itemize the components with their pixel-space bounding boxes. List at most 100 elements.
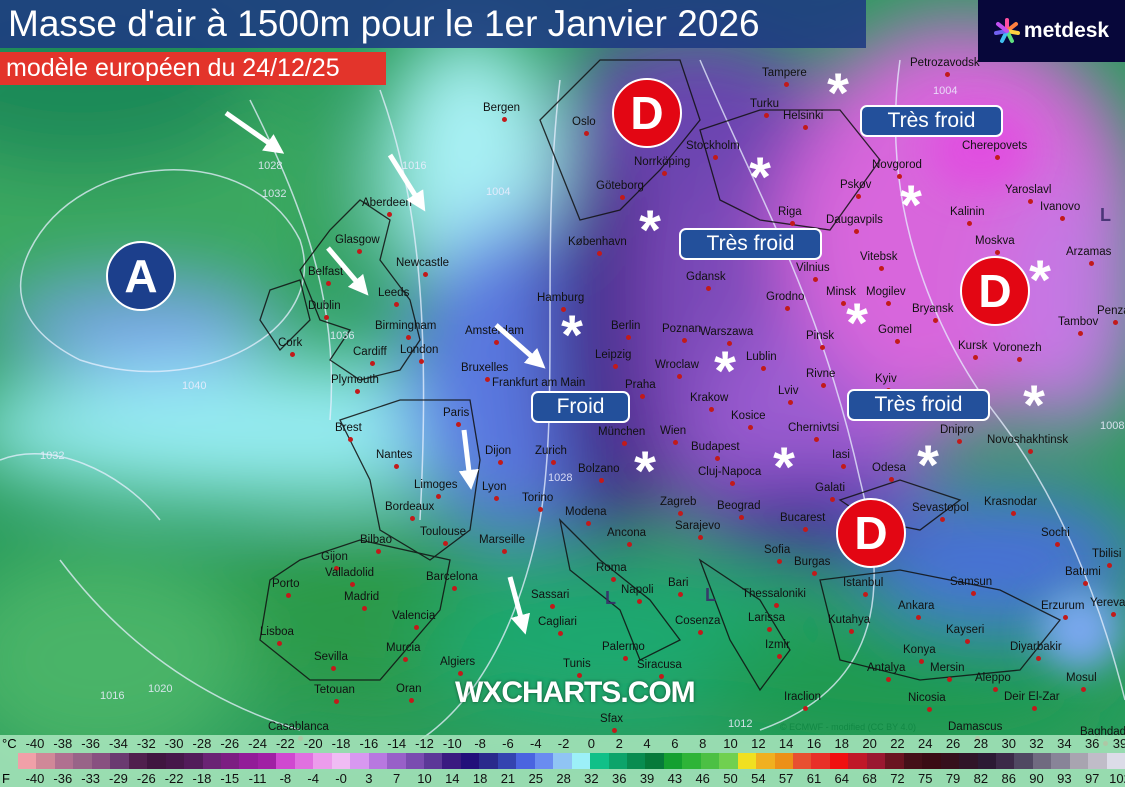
city-label: Pinsk: [806, 330, 835, 350]
legend-tick: 24: [918, 736, 933, 751]
city-label: Birmingham: [375, 320, 437, 340]
isobar-label: 1028: [258, 160, 283, 172]
legend-tick: -18: [331, 736, 351, 751]
legend-tick: -24: [248, 736, 267, 751]
legend-swatch: [147, 753, 166, 769]
city-label: Toulouse: [420, 526, 467, 546]
legend-tick: 28: [973, 736, 989, 751]
snowflake-icon: *: [714, 339, 736, 402]
legend-tick: 75: [918, 771, 933, 786]
city-label: Sevastopol: [912, 502, 969, 522]
city-label: Kosice: [731, 410, 766, 430]
isobar-label: 1012: [728, 718, 753, 730]
isobar-label: 1028: [548, 472, 573, 484]
city-label: Tbilisi: [1092, 548, 1122, 568]
legend-tick: -36: [81, 736, 101, 751]
legend-tick: -40: [25, 771, 45, 786]
city-label: Antalya: [867, 662, 906, 682]
legend-swatch: [959, 753, 978, 769]
city-label: Beograd: [717, 500, 761, 520]
city-label: Modena: [565, 506, 607, 526]
legend-tick: 90: [1029, 771, 1044, 786]
legend-swatch: [257, 753, 277, 769]
city-label: Novoshakhtinsk: [987, 434, 1069, 454]
legend-swatch: [479, 753, 498, 769]
city-label: Belfast: [308, 266, 344, 286]
legend-tick: -26: [220, 736, 240, 751]
legend-swatch: [866, 753, 886, 769]
legend-tick: -33: [81, 771, 101, 786]
legend-swatch: [202, 753, 221, 769]
legend-swatch: [811, 753, 830, 769]
legend-tick: 39: [639, 771, 655, 786]
city-label: Aberdeen: [362, 197, 412, 217]
legend-swatch: [922, 753, 941, 769]
city-label: Mosul: [1066, 672, 1097, 692]
legend-swatch: [368, 753, 388, 769]
legend-tick: 43: [667, 771, 683, 786]
legend-tick: 12: [751, 736, 766, 751]
legend-tick: 18: [834, 736, 850, 751]
legend-swatch: [608, 753, 627, 769]
low-pressure-marker: D: [612, 78, 682, 148]
city-label: Berlin: [611, 320, 641, 340]
legend-tick: -15: [220, 771, 240, 786]
city-label: Warszawa: [700, 326, 754, 346]
city-label: Leipzig: [595, 349, 632, 369]
city-label: Marseille: [479, 534, 526, 554]
wind-arrow: [387, 153, 426, 212]
snowflake-icon: *: [846, 291, 868, 354]
city-label: Lyon: [482, 481, 507, 501]
low-pressure-marker: D: [960, 256, 1030, 326]
city-label: Algiers: [440, 656, 476, 676]
legend-swatch: [626, 753, 646, 769]
city-label: Krakow: [690, 392, 729, 412]
city-label: Gijon: [321, 551, 348, 571]
ecmwf-credit: © ECMWF - modified (CC BY 4.0): [780, 722, 916, 732]
legend-tick: 6: [671, 736, 679, 751]
city-label: Novgorod: [872, 159, 922, 179]
legend-tick: -36: [53, 771, 73, 786]
legend-tick: -40: [25, 736, 45, 751]
city-label: Bucarest: [780, 512, 826, 532]
city-label: Cluj-Napoca: [698, 466, 762, 486]
legend-tick: 8: [699, 736, 707, 751]
legend-swatch: [276, 753, 295, 769]
legend-tick: 25: [528, 771, 543, 786]
city-label: Pskov: [840, 179, 872, 199]
legend-tick: 32: [1029, 736, 1044, 751]
city-label: Madrid: [344, 591, 380, 611]
legend-swatch: [829, 753, 849, 769]
city-label: Lisboa: [260, 626, 294, 646]
city-label: Yerevan: [1090, 597, 1125, 617]
city-label: Napoli: [621, 584, 654, 604]
legend-swatch: [977, 753, 997, 769]
low-pressure-marker: D: [836, 498, 906, 568]
snowflake-icon: *: [917, 433, 939, 496]
city-label: Bari: [668, 577, 689, 597]
metdesk-logo: metdesk: [978, 0, 1125, 62]
legend-tick: 30: [1001, 736, 1016, 751]
legend-swatch: [184, 753, 203, 769]
city-label: Grodno: [766, 291, 805, 311]
snowflake-icon: *: [773, 435, 795, 498]
city-label: Yaroslavl: [1005, 184, 1052, 204]
legend-tick: -30: [164, 736, 184, 751]
legend-tick: 54: [751, 771, 766, 786]
city-label: Burgas: [794, 556, 831, 576]
city-label: Erzurum: [1041, 600, 1085, 620]
legend-swatch: [165, 753, 185, 769]
city-label: Norrköping: [634, 156, 691, 176]
city-label: Aleppo: [975, 672, 1011, 692]
city-label: Ivanovo: [1040, 201, 1081, 221]
city-label: Bryansk: [912, 303, 954, 323]
snowflake-icon: *: [827, 61, 849, 124]
city-label: Penza: [1097, 305, 1125, 325]
city-label: Minsk: [826, 286, 857, 306]
legend-tick: -14: [387, 736, 407, 751]
city-label: Lviv: [778, 385, 799, 405]
legend-tick: -28: [192, 736, 212, 751]
legend-tick: 39: [1112, 736, 1125, 751]
city-label: København: [568, 236, 627, 256]
city-label: Oslo: [572, 116, 596, 136]
